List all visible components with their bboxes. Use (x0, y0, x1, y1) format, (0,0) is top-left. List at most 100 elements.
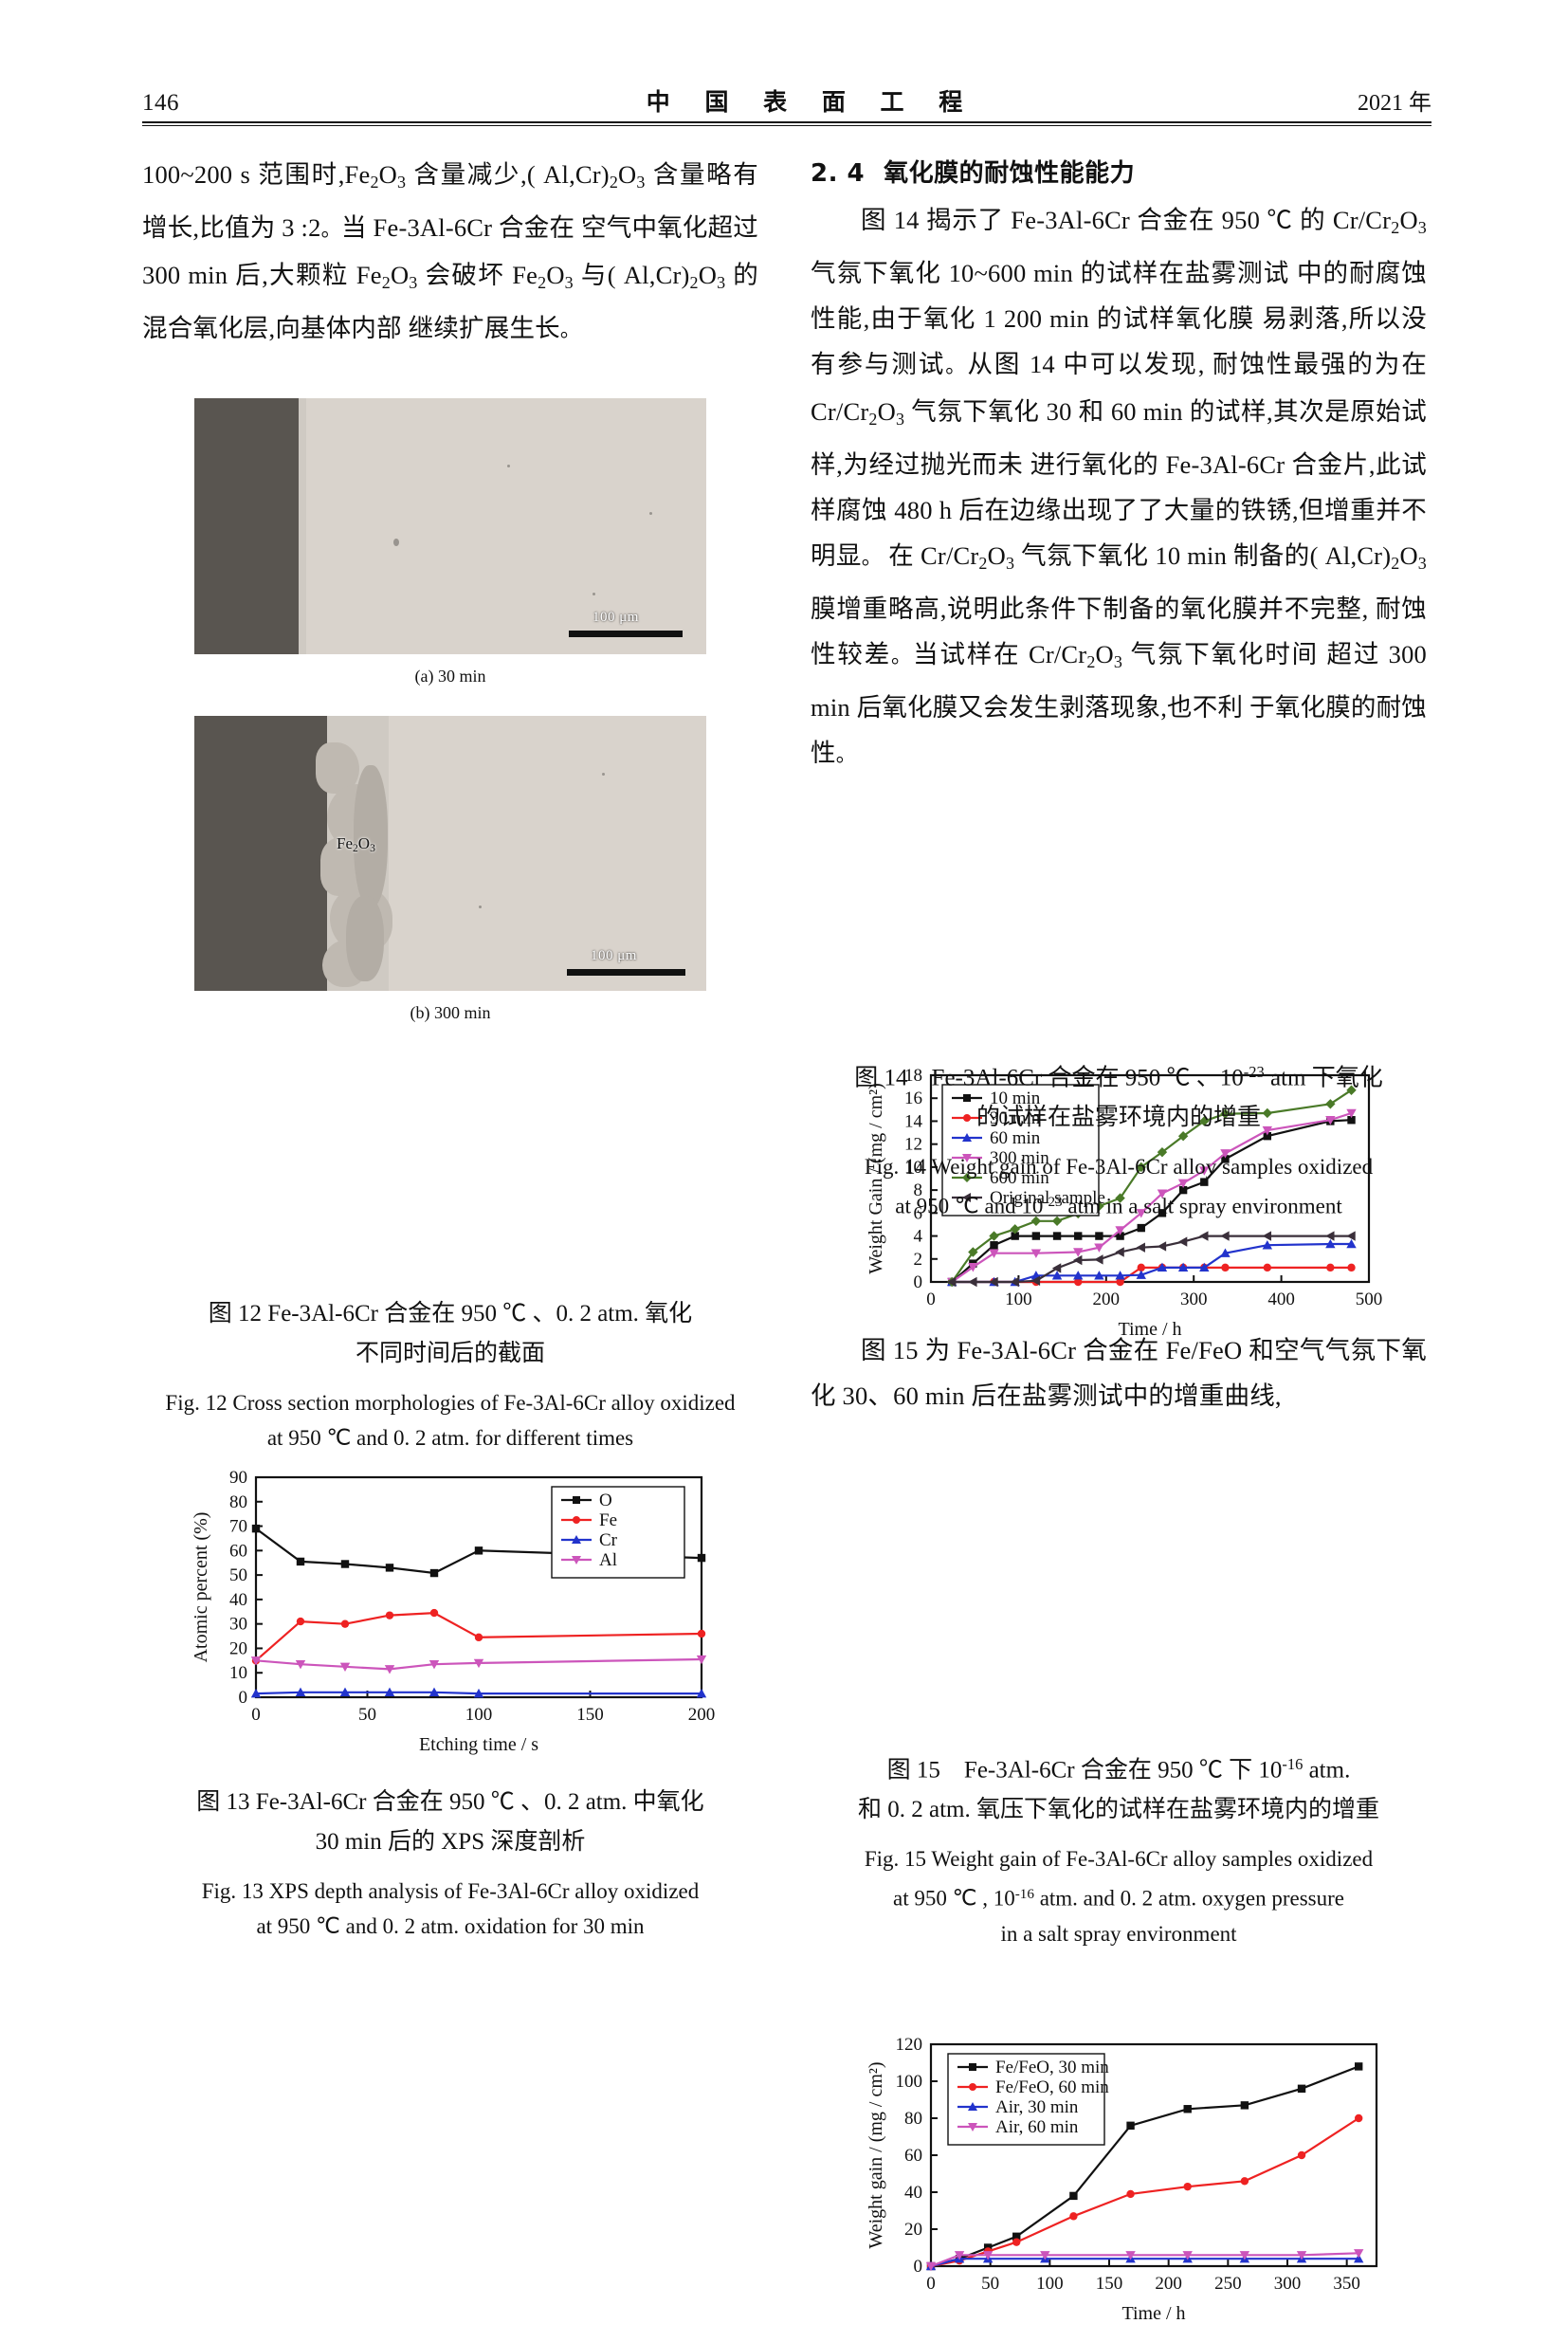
y-axis-tick-label: 50 (229, 1565, 247, 1585)
legend-entry-label: O (599, 1491, 612, 1510)
x-axis-tick-label: 0 (251, 1705, 261, 1725)
x-axis-tick-label: 250 (1214, 2274, 1242, 2294)
legend-entry-label: Air, 30 min (995, 2097, 1079, 2117)
data-point-marker (962, 1173, 972, 1182)
figure-15-caption-en-1: Fig. 15 Weight gain of Fe-3Al-6Cr alloy … (864, 1847, 1374, 1872)
running-head: 146 中 国 表 面 工 程 2021 年 (142, 83, 1431, 121)
y-axis-tick-label: 16 (904, 1089, 922, 1108)
data-point-marker (1074, 1232, 1083, 1240)
legend-entry-label: 60 min (990, 1128, 1041, 1148)
data-point-marker (697, 1553, 706, 1563)
scale-bar-a (569, 631, 683, 637)
data-point-marker (1263, 1131, 1272, 1141)
data-point-marker (1220, 1248, 1231, 1257)
data-point-marker (1116, 1232, 1124, 1240)
y-axis-tick-label: 60 (229, 1541, 247, 1561)
figure-13-caption-cn-1: 图 13 Fe-3Al-6Cr 合金在 950 ℃ 、0. 2 atm. 中氧化 (196, 1789, 704, 1815)
x-axis-tick-label: 50 (358, 1705, 376, 1725)
data-point-marker (1326, 1263, 1335, 1272)
section-number: 2. 4 (811, 159, 866, 188)
x-axis-tick-label: 100 (1036, 2274, 1064, 2294)
y-axis-title: Weight gain / (mg / cm²) (866, 2061, 886, 2248)
y-axis-title: Weight Gain / (mg / cm²) (866, 1083, 886, 1274)
data-point-marker (1221, 1155, 1230, 1163)
y-axis-tick-label: 100 (896, 2072, 923, 2092)
data-point-marker (1325, 1231, 1335, 1241)
figure-12-caption-cn-2: 不同时间后的截面 (355, 1341, 545, 1366)
right-paragraph-2: 图 15 为 Fe-3Al-6Cr 合金在 Fe/FeO 和空气气氛下氧化 30… (811, 1336, 1427, 1410)
legend-entry-label: Fe (599, 1510, 617, 1530)
data-point-marker (1137, 1223, 1145, 1233)
x-axis-tick-label: 500 (1356, 1290, 1383, 1309)
data-point-marker (428, 1660, 440, 1670)
figure-13-caption-en-1: Fig. 13 XPS depth analysis of Fe-3Al-6Cr… (201, 1879, 700, 1903)
data-point-marker (1116, 1277, 1124, 1287)
figure-14-caption: 图 14 Fe-3Al-6Cr 合金在 950 ℃ 、10-23 atm 下氧化… (811, 1052, 1427, 1224)
figure-15-caption-en-2: at 950 ℃ , 10-16 atm. and 0. 2 atm. oxyg… (893, 1886, 1344, 1911)
data-point-marker (962, 1154, 972, 1162)
data-point-marker (1199, 1166, 1210, 1176)
scale-bar-b (567, 969, 685, 976)
data-point-marker (1347, 1263, 1356, 1272)
data-point-marker (968, 2123, 977, 2132)
data-point-marker (1051, 1271, 1063, 1280)
figure-12b-block: Fe2O3 100 μm (b) 300 min (194, 716, 706, 1027)
figure-14-caption-en-1: Fig. 14 Weight gain of Fe-3Al-6Cr alloy … (864, 1155, 1374, 1180)
data-point-marker (1297, 2150, 1306, 2160)
y-axis-tick-label: 20 (229, 1638, 247, 1658)
data-point-marker (1051, 1263, 1062, 1273)
data-point-marker (1012, 2238, 1021, 2246)
data-point-marker (429, 1568, 439, 1578)
data-point-marker (429, 1608, 439, 1618)
data-point-marker (1262, 1231, 1272, 1241)
data-point-marker (384, 1687, 395, 1697)
publication-year: 2021 年 (1358, 91, 1431, 116)
figure-13-svg: 0 50 100 150 200 0 10 20 30 40 50 60 70 80 90 Etching t… (191, 1468, 715, 1755)
data-point-marker (340, 1560, 350, 1568)
legend-entry-label: 10 min (990, 1089, 1041, 1108)
data-point-marker (1177, 1236, 1188, 1247)
data-point-marker (339, 1662, 351, 1672)
scale-label-a: 100 μm (593, 610, 639, 625)
figure-15-caption-cn-1: 图 15 Fe-3Al-6Cr 合金在 950 ℃ 下 10-16 atm. (886, 1755, 1351, 1784)
data-point-marker (968, 1276, 977, 1288)
data-point-marker (963, 1094, 971, 1102)
data-point-marker (1011, 1232, 1019, 1240)
x-axis-title: Time / h (1121, 2303, 1185, 2324)
data-point-marker (1052, 1232, 1062, 1240)
figure-15-caption-cn-2: 和 0. 2 atm. 氧压下氧化的试样在盐雾环境内的增重 (858, 1797, 1379, 1823)
x-axis-tick-label: 50 (981, 2274, 999, 2294)
x-axis-tick-label: 400 (1267, 1290, 1295, 1309)
data-point-marker (1325, 1116, 1336, 1125)
scale-label-b: 100 μm (591, 948, 637, 963)
data-point-marker (1031, 1232, 1041, 1240)
data-point-marker (1240, 2177, 1249, 2186)
figure-15-svg: 0 50 100 150 200 250 300 350 0 20 40 60 80 100 120 Time… (866, 2035, 1378, 2324)
figure-13-caption-cn-2: 30 min 后的 XPS 深度剖析 (315, 1829, 586, 1855)
data-point-marker (968, 1263, 978, 1272)
y-axis-tick-label: 18 (904, 1066, 922, 1086)
data-point-marker (1220, 1149, 1231, 1159)
data-point-marker (1136, 1162, 1146, 1173)
y-axis-tick-label: 10 (229, 1663, 247, 1683)
data-point-marker (1158, 1209, 1167, 1217)
figure-12-caption-cn-1: 图 12 Fe-3Al-6Cr 合金在 950 ℃ 、0. 2 atm. 氧化 (208, 1301, 693, 1327)
data-point-marker (250, 1656, 262, 1666)
data-point-marker (1094, 1243, 1104, 1253)
figure-13-caption: 图 13 Fe-3Al-6Cr 合金在 950 ℃ 、0. 2 atm. 中氧化… (142, 1783, 758, 1944)
data-point-marker (1030, 1249, 1042, 1258)
data-point-marker (1347, 1116, 1356, 1125)
data-point-marker (1136, 1209, 1146, 1218)
data-point-marker (1177, 1262, 1189, 1272)
left-column: 100~200 s 范围时,Fe2O3 含量减少,( Al,Cr)2O3 含量略… (142, 152, 758, 353)
data-point-marker (296, 1617, 305, 1626)
y-axis-tick-label: 10 (904, 1158, 922, 1178)
legend-entry-label: 600 min (990, 1168, 1049, 1188)
x-axis-tick-label: 150 (576, 1705, 604, 1725)
data-point-marker (696, 1655, 707, 1665)
data-point-marker (1183, 2182, 1192, 2191)
page-folio: 146 (142, 90, 179, 116)
data-point-marker (1137, 1263, 1145, 1272)
data-point-marker (1069, 2191, 1078, 2201)
data-point-marker (1115, 1247, 1124, 1257)
